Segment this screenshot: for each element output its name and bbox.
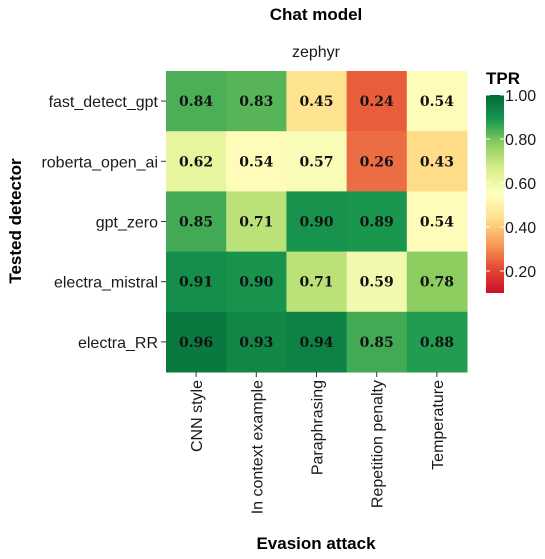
x-tick-label: Repetition penalty: [370, 380, 387, 508]
legend: TPR 1.00 0.80 0.60 0.40 0.20: [486, 69, 536, 293]
cell-value-label: 0.94: [299, 335, 333, 351]
cell-value-label: 0.96: [179, 335, 213, 351]
legend-tick-label: 0.80: [505, 132, 536, 149]
legend-ticks: 1.00 0.80 0.60 0.40 0.20: [486, 88, 536, 281]
cell-value-label: 0.54: [420, 215, 454, 231]
heatmap-cell: [166, 131, 227, 192]
y-tick-label: gpt_zero: [96, 215, 158, 232]
heatmap-cell: [226, 71, 287, 132]
cell-value-label: 0.88: [420, 335, 454, 351]
heatmap-cell: [286, 311, 348, 373]
cell-value-label: 0.24: [360, 94, 394, 110]
x-axis-title: Evasion attack: [256, 534, 376, 553]
cell-value-label: 0.89: [360, 215, 394, 231]
cell-value-label: 0.71: [299, 275, 333, 291]
heatmap-cell: [346, 131, 408, 192]
heatmap-cell: [346, 311, 408, 373]
heatmap-cell: [346, 71, 408, 132]
cell-value-label: 0.62: [179, 154, 213, 170]
x-axis: CNN style In context example Paraphrasing R…: [189, 372, 447, 514]
heatmap-cell: [286, 251, 348, 313]
y-tick-label: electra_mistral: [54, 275, 158, 292]
heatmap-cell: [226, 191, 287, 253]
heatmap-cell: [406, 191, 468, 253]
panel-strip-label: zephyr: [292, 44, 341, 61]
cell-value-label: 0.57: [299, 154, 333, 170]
x-tick-label: Paraphrasing: [310, 380, 327, 475]
heatmap-cell: [406, 311, 468, 373]
heatmap-cell: [406, 131, 468, 192]
chart-title: Chat model: [270, 5, 363, 24]
heatmap-cell: [166, 71, 227, 132]
heatmap-value-labels: 0.84 0.83 0.45 0.24 0.54 0.62 0.54 0.57 0.26 0.43…: [179, 94, 454, 351]
heatmap-cell: [226, 311, 287, 373]
cell-value-label: 0.91: [179, 275, 213, 291]
heatmap-cell: [346, 191, 408, 253]
cell-value-label: 0.54: [420, 94, 454, 110]
cell-value-label: 0.78: [420, 275, 454, 291]
heatmap-cell: [406, 251, 468, 313]
heatmap-cell: [286, 71, 348, 132]
heatmap-cell: [226, 251, 287, 313]
heatmap-cell: [286, 131, 348, 192]
heatmap-cells: [166, 71, 468, 373]
cell-value-label: 0.71: [239, 215, 273, 231]
heatmap-cell: [166, 251, 227, 313]
heatmap-cell: [286, 191, 348, 253]
legend-title: TPR: [486, 69, 520, 88]
cell-value-label: 0.85: [360, 335, 394, 351]
y-tick-label: electra_RR: [78, 335, 158, 352]
x-tick-label: CNN style: [189, 380, 206, 452]
cell-value-label: 0.83: [239, 94, 273, 110]
cell-value-label: 0.43: [420, 154, 454, 170]
heatmap-cell: [226, 131, 287, 192]
cell-value-label: 0.90: [239, 275, 273, 291]
cell-value-label: 0.59: [360, 275, 394, 291]
x-tick-label: Temperature: [430, 380, 447, 470]
cell-value-label: 0.90: [299, 215, 333, 231]
legend-tick-label: 1.00: [505, 88, 536, 105]
heatmap-cell: [406, 71, 468, 132]
cell-value-label: 0.54: [239, 154, 273, 170]
legend-tick-label: 0.40: [505, 220, 536, 237]
y-tick-label: roberta_open_ai: [41, 154, 158, 171]
heatmap-cell: [166, 311, 227, 373]
x-tick-label: In context example: [249, 380, 266, 514]
cell-value-label: 0.26: [360, 154, 394, 170]
heatmap-cell: [166, 191, 227, 253]
y-axis-title: Tested detector: [6, 158, 25, 284]
cell-value-label: 0.45: [299, 94, 333, 110]
legend-tick-label: 0.20: [505, 264, 536, 281]
cell-value-label: 0.93: [239, 335, 273, 351]
heatmap-cell: [346, 251, 408, 313]
legend-tick-label: 0.60: [505, 176, 536, 193]
cell-value-label: 0.84: [179, 94, 213, 110]
y-tick-label: fast_detect_gpt: [49, 94, 159, 111]
cell-value-label: 0.85: [179, 215, 213, 231]
legend-colorbar: [486, 95, 504, 293]
y-axis: fast_detect_gpt roberta_open_ai gpt_zeroel…: [41, 94, 166, 352]
